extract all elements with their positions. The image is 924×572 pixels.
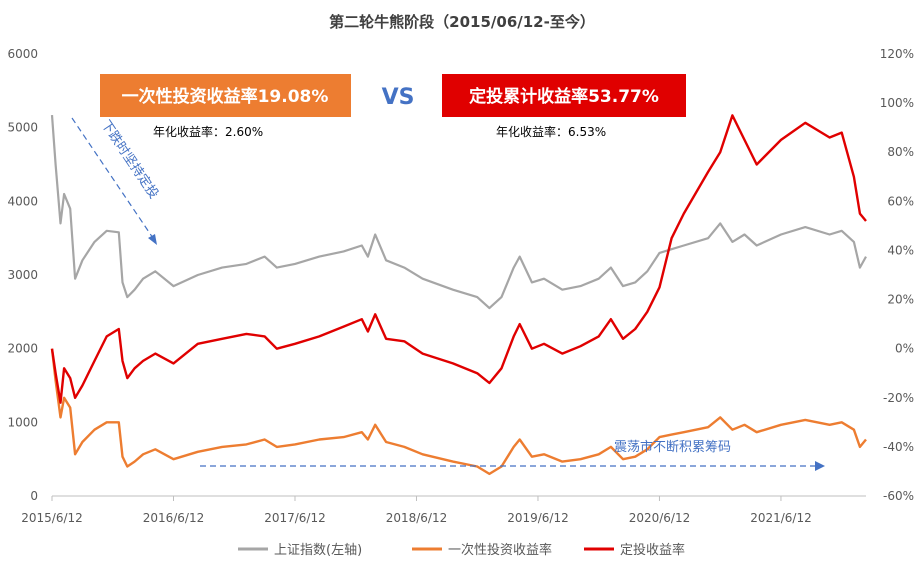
y-left-tick-label: 2000 <box>7 342 38 356</box>
legend: 上证指数(左轴) 一次性投资收益率 定投收益率 <box>238 542 685 558</box>
left-result-box: 一次性投资收益率19.08% <box>100 74 351 117</box>
y-right-tick-label: 120% <box>880 47 914 61</box>
y-right-tick-label: -60% <box>883 489 914 503</box>
series-line <box>50 115 867 310</box>
right-result-box-bg <box>442 74 686 117</box>
right-result-box: 定投累计收益率53.77% <box>442 74 686 117</box>
y-left-tick-label: 3000 <box>7 268 38 282</box>
x-tick-label: 2016/6/12 <box>143 511 205 525</box>
x-tick-label: 2017/6/12 <box>264 511 326 525</box>
y-left-tick-label: 5000 <box>7 121 38 135</box>
y-right-tick-label: 60% <box>887 194 914 208</box>
y-left-tick-label: 0 <box>30 489 38 503</box>
left-result-text: 一次性投资收益率19.08% <box>122 86 329 107</box>
left-annualized: 年化收益率：2.60% <box>153 124 263 139</box>
series-layer <box>50 114 867 476</box>
y-left-tick-label: 4000 <box>7 194 38 208</box>
annotation-arrows <box>71 117 825 471</box>
x-tick-label: 2018/6/12 <box>386 511 448 525</box>
down-arrow <box>71 117 156 242</box>
x-tick-label: 2019/6/12 <box>507 511 569 525</box>
y-right-tick-label: 80% <box>887 145 914 159</box>
y-right-tick-label: 40% <box>887 243 914 257</box>
axes: 2015/6/12 2016/6/12 2017/6/12 2018/6/12 2019… <box>7 47 914 525</box>
left-result-box-bg <box>100 74 351 117</box>
right-result-text: 定投累计收益率53.77% <box>469 86 659 107</box>
y-right-tick-label: 20% <box>887 293 914 307</box>
y-left-tick-label: 6000 <box>7 47 38 61</box>
series-line <box>50 114 867 404</box>
y-right-tick-label: 0% <box>895 342 914 356</box>
chart-title: 第二轮牛熊阶段（2015/06/12-至今） <box>329 13 595 31</box>
y-right-tick-label: -20% <box>883 391 914 405</box>
right-annualized: 年化收益率：6.53% <box>496 124 606 139</box>
legend-label: 定投收益率 <box>620 542 685 558</box>
y-left-tick-label: 1000 <box>7 415 38 429</box>
legend-label: 上证指数(左轴) <box>274 543 362 558</box>
sideways-note: 震荡市不断积累筹码 <box>614 439 731 455</box>
down-arrow-head <box>148 234 157 245</box>
y-right-tick-label: -40% <box>883 440 914 454</box>
legend-label: 一次性投资收益率 <box>448 542 552 558</box>
y-right-tick-label: 100% <box>880 96 914 110</box>
x-tick-label: 2020/6/12 <box>629 511 691 525</box>
x-tick-label: 2015/6/12 <box>21 511 83 525</box>
sideways-arrow-head <box>815 461 825 471</box>
vs-label: VS <box>382 85 415 110</box>
x-tick-label: 2021/6/12 <box>750 511 812 525</box>
series-line <box>50 348 867 476</box>
